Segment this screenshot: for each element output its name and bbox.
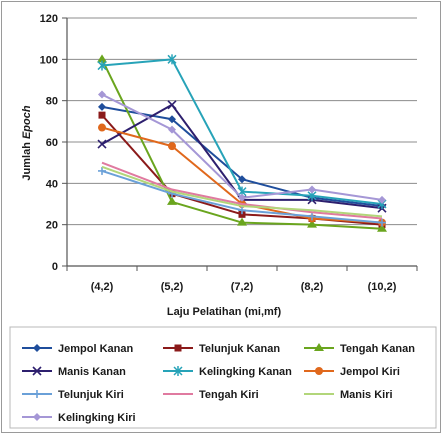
legend-label: Jempol Kiri: [340, 366, 400, 378]
data-point: [167, 100, 177, 110]
data-point: [167, 196, 177, 205]
legend-entry: Telunjuk Kiri: [22, 389, 124, 401]
data-point: [97, 54, 107, 63]
legend-entry: Telunjuk Kanan: [163, 343, 280, 355]
legend-label: Telunjuk Kanan: [199, 343, 280, 355]
legend-label: Kelingking Kiri: [58, 412, 136, 424]
legend-marker: [174, 344, 182, 352]
series-tengah-kiri: [101, 161, 383, 220]
legend-entry: Jempol Kiri: [304, 366, 400, 378]
data-point: [98, 111, 106, 119]
data-point: [238, 206, 246, 215]
chart-frame: 0 20 40 60 80 100 120 (4,2) (5,2) (7,2) (8,2) (10,2…: [1, 1, 441, 433]
legend-label: Tengah Kiri: [199, 389, 259, 401]
data-point: [98, 166, 106, 175]
series-lines: [97, 54, 387, 232]
y-tick-label: 100: [40, 54, 58, 66]
data-point: [167, 54, 177, 65]
x-axis-title: Laju Pelatihan (mi,mf): [167, 306, 282, 318]
data-point: [308, 212, 316, 221]
axes: [62, 17, 418, 271]
line-chart: 0 20 40 60 80 100 120 (4,2) (5,2) (7,2) (8,2) (10,2…: [9, 13, 437, 429]
legend-label: Manis Kiri: [340, 389, 393, 401]
y-tick-label: 120: [40, 13, 58, 25]
legend-entry: Tengah Kanan: [304, 343, 415, 355]
legend-label: Telunjuk Kiri: [58, 389, 124, 401]
data-point: [238, 193, 246, 202]
legend-entry: Tengah Kiri: [163, 389, 259, 401]
data-point: [307, 219, 317, 228]
legend-marker: [315, 367, 323, 375]
series-manis-kiri: [101, 165, 383, 218]
series-line: [101, 161, 383, 220]
y-tick-label: 60: [46, 137, 58, 149]
y-tick-label: 80: [46, 96, 58, 108]
data-point: [98, 123, 106, 132]
data-point: [98, 90, 106, 99]
series-tengah-kanan: [97, 54, 387, 232]
legend-marker: [173, 366, 183, 376]
y-tick-label: 40: [46, 178, 58, 190]
legend-label: Tengah Kanan: [340, 343, 415, 355]
x-tick-label: (10,2): [368, 281, 397, 293]
data-point: [168, 125, 176, 134]
x-tick-label: (4,2): [91, 281, 114, 293]
y-tick-label: 20: [46, 220, 58, 232]
legend-marker: [314, 343, 324, 351]
legend-entry: Jempol Kanan: [22, 343, 133, 355]
tick-labels: 0 20 40 60 80 100 120 (4,2) (5,2) (7,2) (8,2) (10,2…: [40, 13, 397, 293]
legend-label: Jempol Kanan: [58, 343, 133, 355]
legend-entry: Kelingking Kiri: [22, 412, 136, 424]
x-tick-label: (5,2): [161, 281, 184, 293]
legend-label: Kelingking Kanan: [199, 366, 292, 378]
gridlines: [67, 17, 417, 267]
legend: Jempol Kanan Telunjuk Kanan Tengah Kanan Ma…: [22, 343, 415, 424]
y-axis-title: Jumlah Epoch: [21, 105, 33, 180]
series-kelingking-kiri: [98, 90, 386, 204]
x-tick-label: (8,2): [301, 281, 324, 293]
legend-box: [9, 326, 437, 429]
data-point: [168, 115, 176, 124]
x-tick-label: (7,2): [231, 281, 254, 293]
legend-entry: Manis Kiri: [304, 389, 393, 401]
data-point: [378, 218, 386, 227]
legend-entry: Manis Kanan: [22, 366, 126, 378]
series-telunjuk-kiri: [98, 166, 386, 227]
legend-marker: [33, 344, 41, 352]
data-point: [377, 223, 387, 232]
data-point: [98, 102, 106, 111]
y-tick-label: 0: [52, 261, 58, 273]
legend-marker: [33, 413, 41, 421]
data-point: [97, 60, 107, 71]
legend-marker: [33, 390, 41, 398]
data-point: [238, 210, 246, 218]
data-point: [378, 195, 386, 204]
series-line: [101, 165, 383, 218]
data-point: [237, 217, 247, 226]
legend-marker: [32, 366, 42, 376]
data-point: [97, 139, 107, 149]
legend-label: Manis Kanan: [58, 366, 126, 378]
data-point: [168, 142, 176, 151]
data-point: [308, 185, 316, 194]
data-point: [238, 175, 246, 184]
legend-entry: Kelingking Kanan: [163, 366, 292, 378]
series-kelingking-kanan: [97, 54, 387, 209]
